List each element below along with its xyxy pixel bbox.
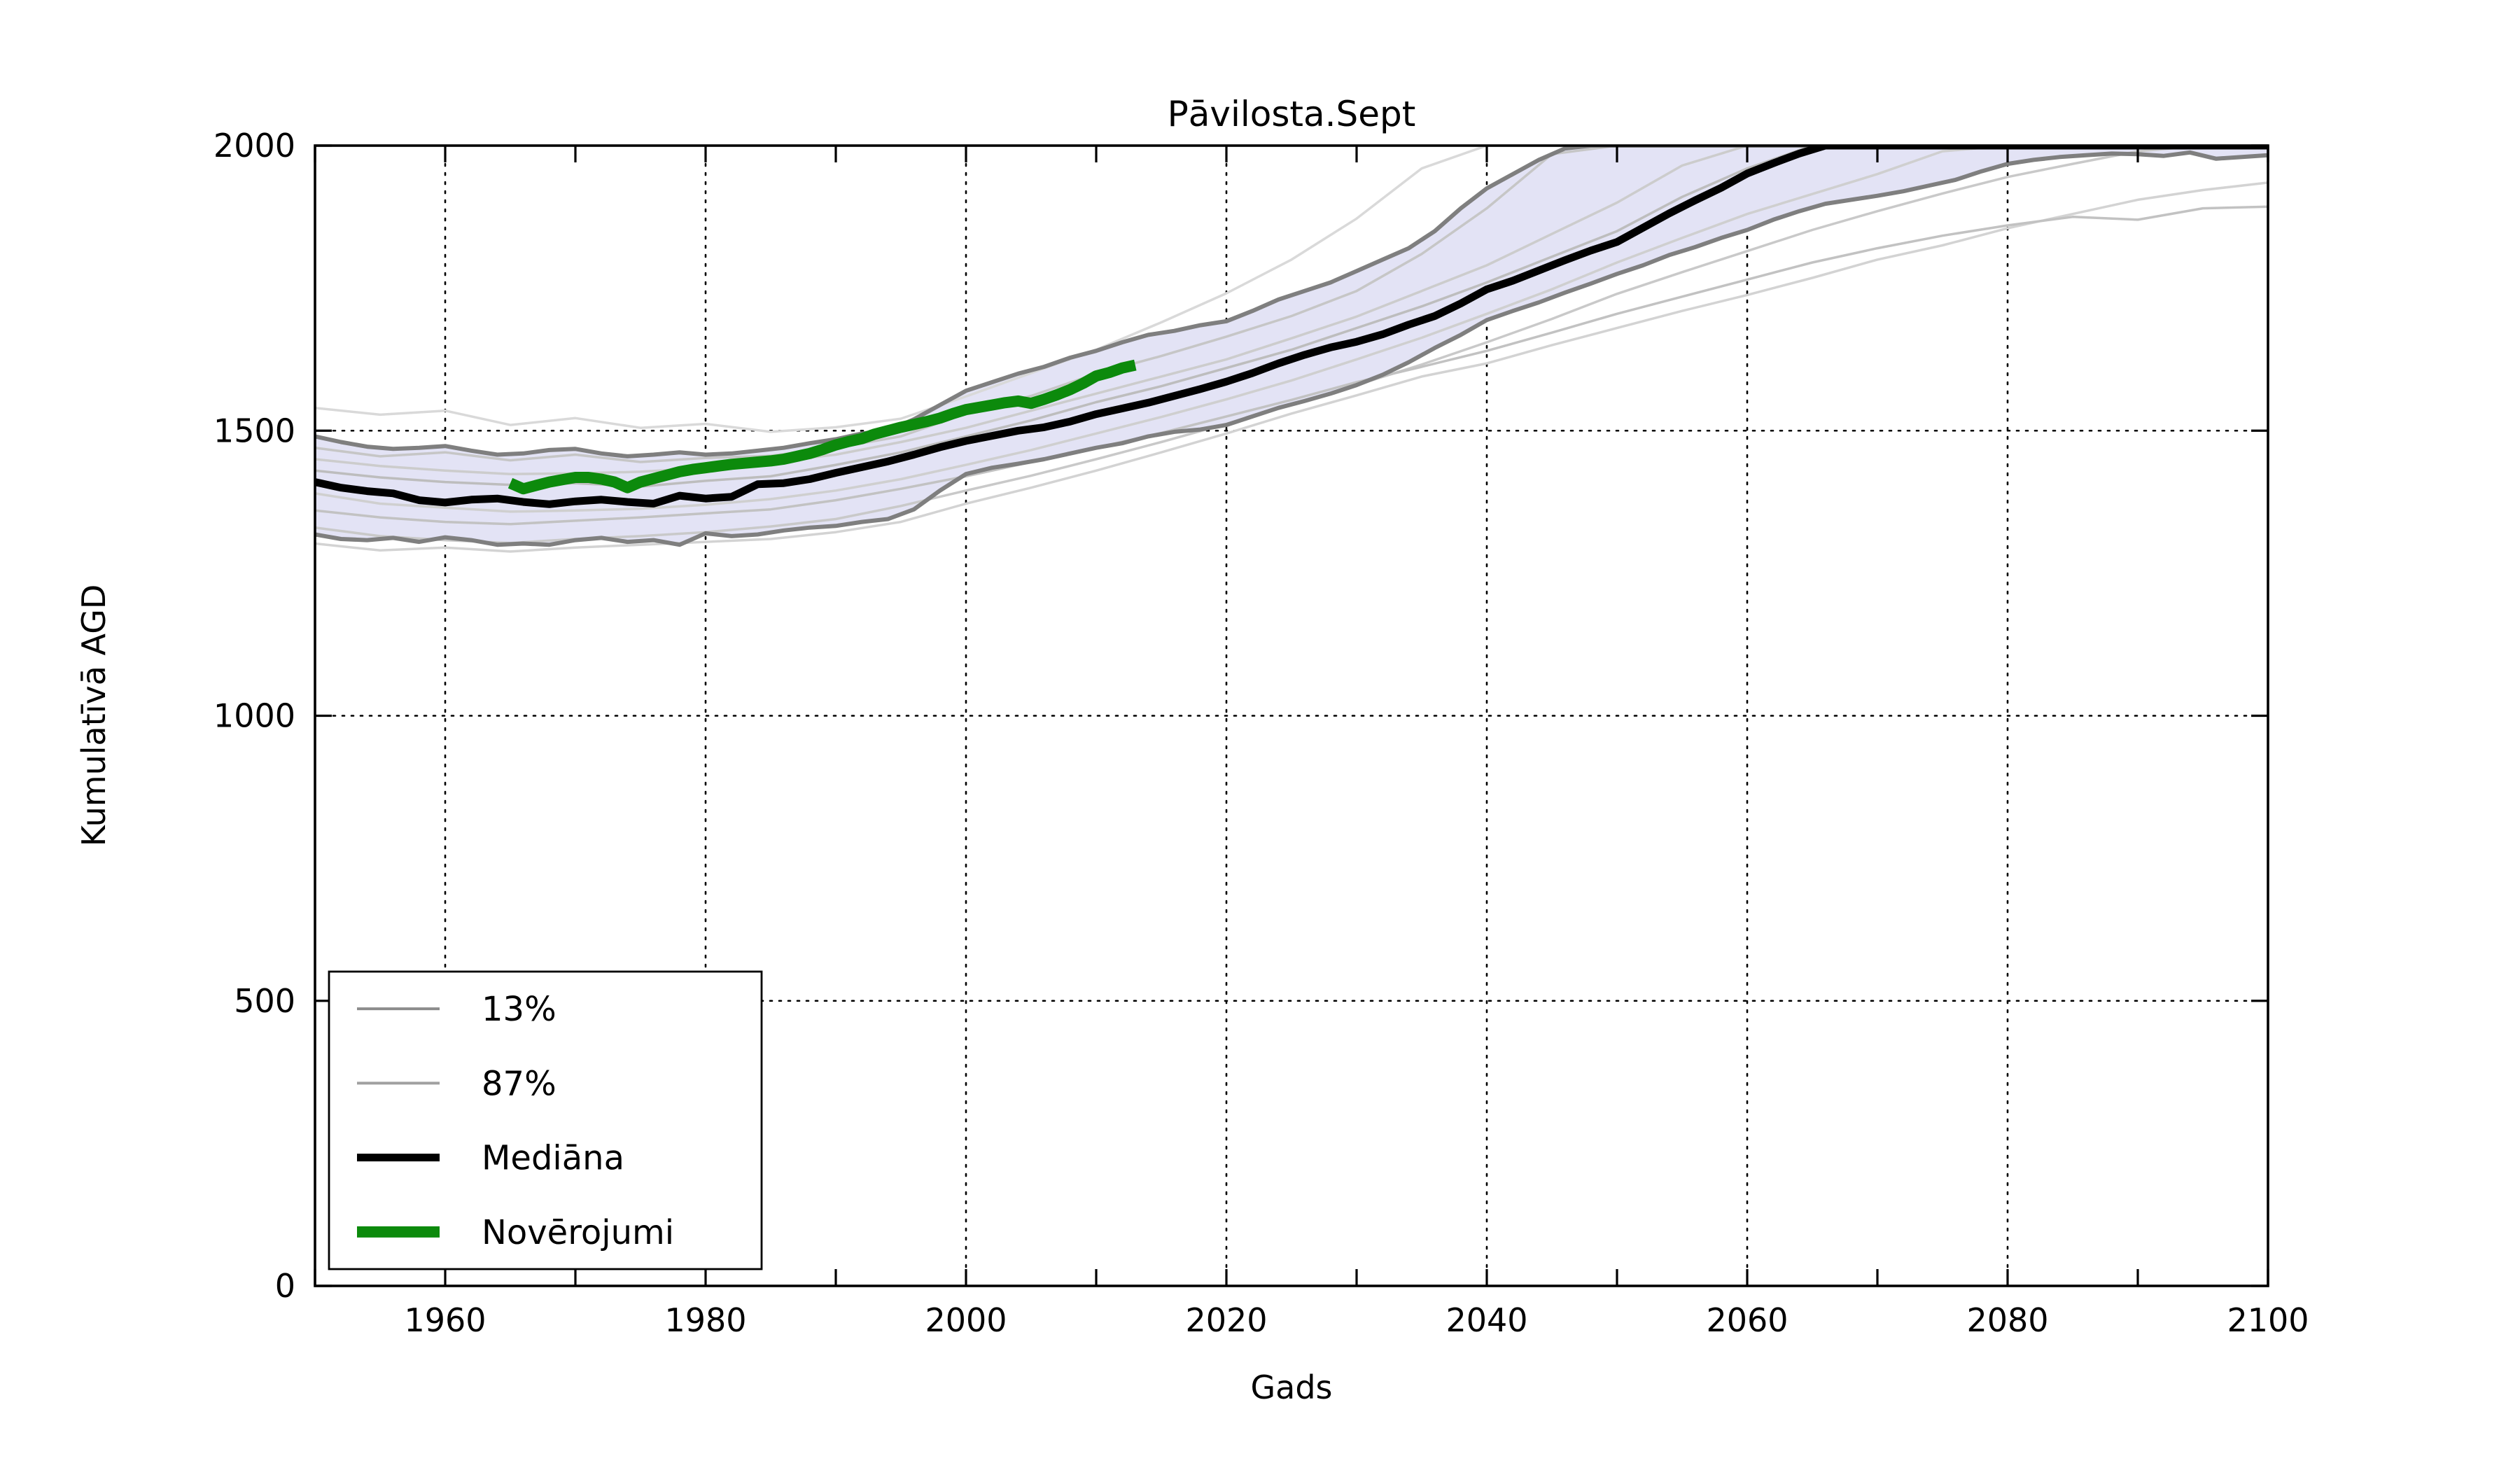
series-member4-line bbox=[315, 146, 2268, 513]
x-tick-label-2080: 2080 bbox=[1966, 1301, 2048, 1339]
legend-label-4: Novērojumi bbox=[482, 1213, 674, 1252]
legend-label-3: Mediāna bbox=[482, 1139, 624, 1178]
gridlines bbox=[314, 144, 2269, 1287]
tick-labels: 1960 1980 2000 2020 2040 2060 2080 2100 0 500 1000… bbox=[214, 127, 2309, 1339]
x-tick-label-1960: 1960 bbox=[404, 1301, 486, 1339]
series-member8-line bbox=[315, 146, 2268, 475]
legend-label-2: 87% bbox=[482, 1064, 556, 1103]
y-tick-label-1500: 1500 bbox=[214, 412, 295, 449]
x-tick-label-2000: 2000 bbox=[925, 1301, 1007, 1339]
legend-label-1: 13% bbox=[482, 990, 556, 1029]
x-tick-label-2020: 2020 bbox=[1185, 1301, 1267, 1339]
chart-title: Pāvilosta.Sept bbox=[1168, 94, 1416, 134]
series-member1-line bbox=[315, 146, 2268, 433]
series-median-line bbox=[315, 146, 2268, 508]
tick-marks bbox=[314, 144, 2269, 1287]
series-p87-line bbox=[315, 146, 2268, 458]
series-member6-line bbox=[315, 181, 2268, 553]
x-tick-label-2040: 2040 bbox=[1446, 1301, 1527, 1339]
data-series bbox=[315, 146, 2268, 553]
x-axis-label: Gads bbox=[1251, 1368, 1333, 1406]
y-tick-label-2000: 2000 bbox=[214, 127, 295, 164]
y-tick-label-500: 500 bbox=[234, 982, 295, 1020]
legend-box bbox=[328, 970, 763, 1270]
y-tick-label-1000: 1000 bbox=[214, 697, 295, 735]
x-tick-label-2100: 2100 bbox=[2227, 1301, 2309, 1339]
series-p13-line bbox=[315, 150, 2268, 547]
series-member7-line bbox=[315, 205, 2268, 526]
series-observations-line bbox=[507, 359, 1137, 495]
legend: 13% 87% Mediāna Novērojumi bbox=[328, 970, 763, 1270]
y-tick-label-0: 0 bbox=[275, 1267, 295, 1305]
x-tick-label-1980: 1980 bbox=[664, 1301, 746, 1339]
x-tick-label-2060: 2060 bbox=[1706, 1301, 1788, 1339]
series-member2-line bbox=[315, 146, 2268, 463]
y-axis-label: Kumulatīvā AGD bbox=[75, 584, 113, 847]
